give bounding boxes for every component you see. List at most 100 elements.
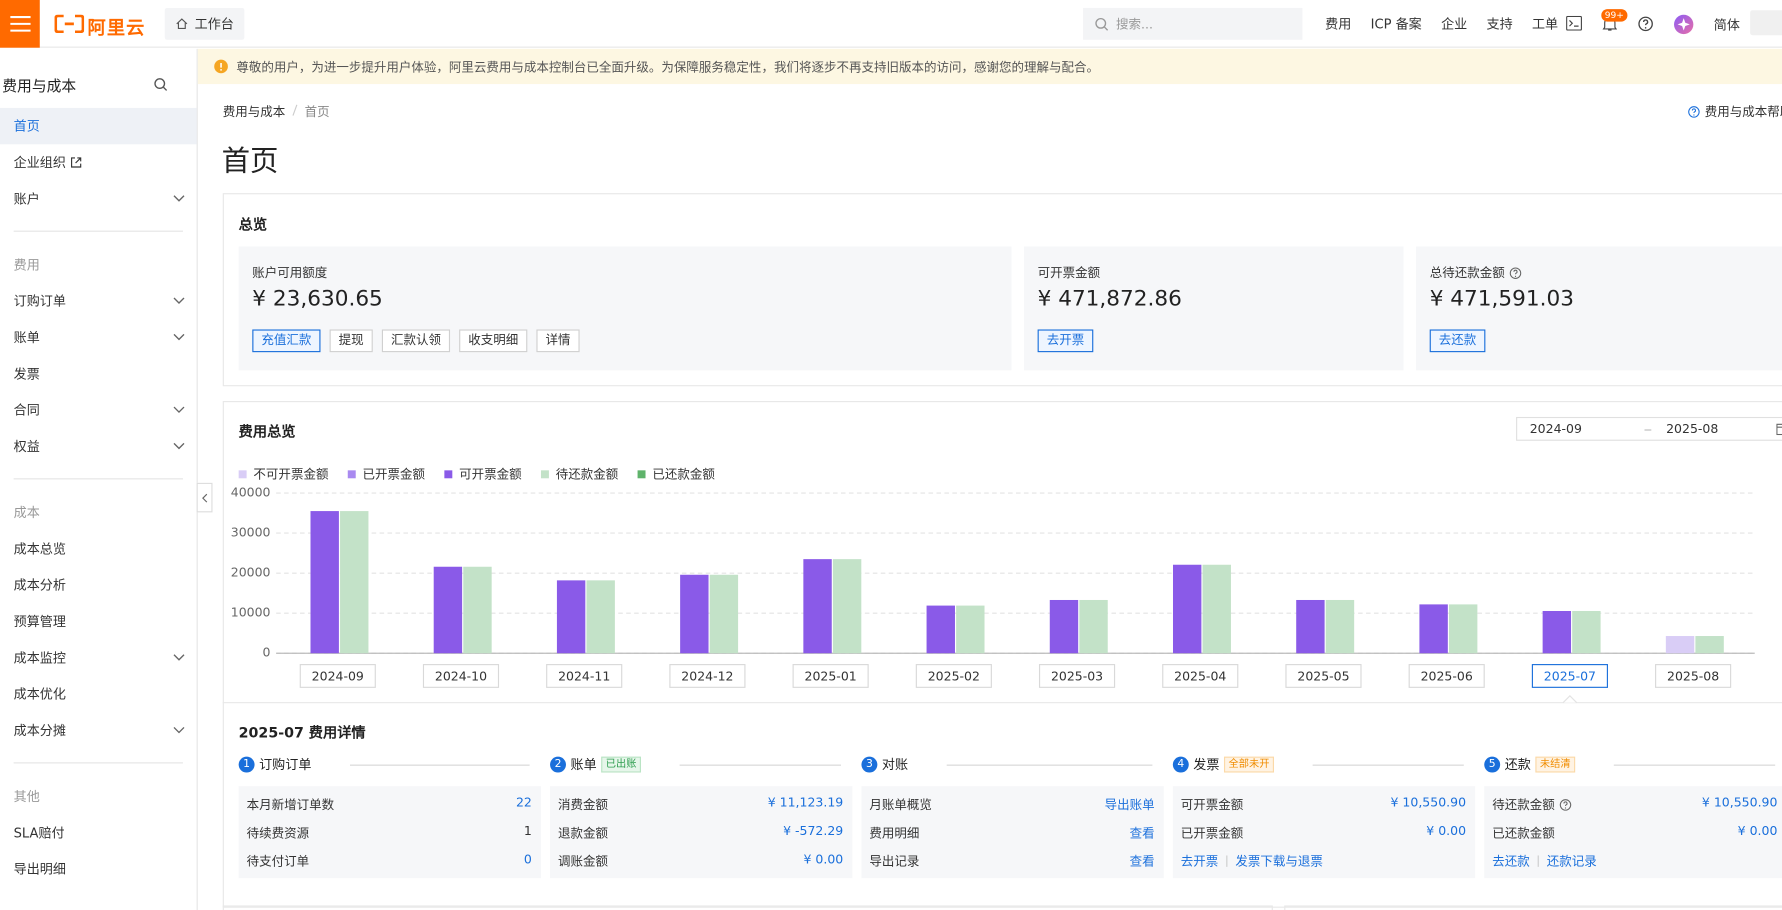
menu-item[interactable]: 账户 bbox=[0, 181, 197, 217]
detail-value[interactable]: 查看 bbox=[1129, 854, 1155, 870]
menu-button[interactable] bbox=[0, 0, 40, 48]
date-range-picker[interactable]: 2024-09 2025-08 bbox=[1516, 416, 1782, 441]
action-button[interactable]: 汇款认领 bbox=[381, 329, 451, 353]
detail-value[interactable]: ¥ 0.00 bbox=[803, 852, 844, 867]
menu-item-label: 成本总览 bbox=[13, 540, 66, 557]
detail-value[interactable]: ¥ 0.00 bbox=[1426, 823, 1467, 839]
avatar[interactable] bbox=[1674, 14, 1694, 35]
nav-link[interactable]: 支持 bbox=[1486, 15, 1513, 32]
button-row: 去开票 bbox=[1037, 329, 1094, 353]
step-number: 2 bbox=[550, 756, 566, 773]
menu-item[interactable]: 成本分摊 bbox=[0, 712, 197, 748]
menu-item[interactable]: 成本分析 bbox=[0, 567, 197, 603]
balance-label: 总待还款金额 bbox=[1430, 264, 1522, 282]
menu-item[interactable]: 首页 bbox=[0, 107, 197, 145]
balance-box: 账户可用额度 ¥ 23,630.65 充值汇款 提现 汇款认领 收支明细 详情 bbox=[238, 246, 1012, 371]
detail-value[interactable]: ¥ 11,123.19 bbox=[767, 795, 844, 811]
menu-item[interactable]: 权益 bbox=[0, 428, 197, 464]
terminal-icon[interactable] bbox=[1566, 15, 1582, 34]
account-box[interactable] bbox=[1750, 10, 1782, 36]
menu-item[interactable]: 发票 bbox=[0, 356, 197, 392]
step-box: 待还款金额 ¥ 10,550.90 已还款金额 ¥ 0.00 去还款 还款记录 bbox=[1484, 786, 1782, 879]
step-box: 可开票金额 ¥ 10,550.90 已开票金额 ¥ 0.00 去开票 发票下载与退票 bbox=[1172, 786, 1476, 879]
action-button[interactable]: 收支明细 bbox=[459, 329, 528, 353]
nav-link[interactable]: 企业 bbox=[1441, 15, 1468, 32]
action-button[interactable]: 去还款 bbox=[1429, 329, 1486, 353]
detail-links: 去还款 还款记录 bbox=[1492, 852, 1597, 870]
menu-item[interactable]: 成本监控 bbox=[0, 640, 197, 676]
menu-item-label: 成本分析 bbox=[13, 577, 66, 594]
sidebar-collapse[interactable] bbox=[196, 482, 213, 513]
breadcrumb-item[interactable]: 费用与成本 bbox=[222, 104, 286, 120]
date-start: 2024-09 bbox=[1529, 421, 1582, 437]
expand-chevron bbox=[173, 294, 186, 306]
chart-title: 费用总览 bbox=[238, 422, 296, 440]
menu-item[interactable]: 成本优化 bbox=[0, 676, 197, 712]
action-button[interactable]: 详情 bbox=[536, 329, 580, 353]
menu-item[interactable]: 企业组织 bbox=[0, 144, 197, 180]
detail-link[interactable]: 去开票 bbox=[1180, 854, 1219, 870]
legend-label: 可开票金额 bbox=[459, 466, 522, 482]
detail-link[interactable]: 还款记录 bbox=[1546, 854, 1597, 870]
detail-value[interactable]: ¥ 10,550.90 bbox=[1701, 795, 1778, 811]
legend-item[interactable]: 已还款金额 bbox=[637, 465, 715, 483]
menu-item-label: 成本分摊 bbox=[13, 722, 66, 739]
button-row: 充值汇款 提现 汇款认领 收支明细 详情 bbox=[252, 329, 580, 353]
help-link[interactable]: 费用与成本帮助 bbox=[1688, 102, 1782, 120]
step-header: 1 订购订单 bbox=[238, 755, 530, 773]
menu-item-label: 企业组织 bbox=[13, 154, 66, 171]
balance-label: 可开票金额 bbox=[1038, 264, 1101, 282]
menu-item[interactable]: 成本总览 bbox=[0, 531, 197, 567]
detail-value[interactable]: ¥ -572.29 bbox=[783, 823, 844, 839]
step-line bbox=[350, 764, 530, 766]
step-title: 订购订单 bbox=[259, 756, 312, 773]
detail-link[interactable]: 去还款 bbox=[1492, 854, 1530, 870]
legend-item[interactable]: 已开票金额 bbox=[347, 465, 425, 483]
menu-item[interactable]: 订购订单 bbox=[0, 283, 197, 319]
balance-label: 账户可用额度 bbox=[252, 264, 327, 282]
detail-label: 本月新增订单数 bbox=[247, 795, 335, 813]
menu-item[interactable]: 导出明细 bbox=[0, 851, 197, 887]
detail-label-text: 可开票金额 bbox=[1180, 797, 1244, 813]
detail-label: 月账单概览 bbox=[869, 795, 932, 813]
balance-amount: ¥ 471,872.86 bbox=[1037, 286, 1182, 312]
detail-value[interactable]: ¥ 10,550.90 bbox=[1390, 795, 1467, 811]
detail-link[interactable]: 发票下载与退票 bbox=[1235, 854, 1323, 870]
action-button[interactable]: 充值汇款 bbox=[252, 329, 321, 353]
legend-item[interactable]: 待还款金额 bbox=[540, 465, 618, 483]
sidebar-search-icon[interactable] bbox=[153, 77, 168, 95]
top-bar bbox=[0, 0, 1782, 48]
detail-label-text: 待续费资源 bbox=[246, 825, 310, 841]
menu-item[interactable]: 预算管理 bbox=[0, 603, 197, 639]
menu-item[interactable]: 合同 bbox=[0, 392, 197, 428]
page-title: 首页 bbox=[221, 144, 279, 178]
workbench-button[interactable]: 工作台 bbox=[164, 7, 245, 40]
detail-value[interactable]: 0 bbox=[523, 852, 532, 867]
step-header: 5 还款 未结清 bbox=[1484, 755, 1776, 773]
legend: 不可开票金额 已开票金额 可开票金额 待还款金额 已还款金额 bbox=[238, 465, 715, 483]
detail-value[interactable]: ¥ 0.00 bbox=[1737, 823, 1778, 839]
date-separator bbox=[1644, 429, 1652, 431]
sidebar-divider bbox=[13, 762, 183, 764]
nav-link[interactable]: 费用 bbox=[1325, 15, 1352, 32]
language-switch[interactable]: 简体 bbox=[1713, 17, 1740, 33]
search-box[interactable]: 搜索... bbox=[1083, 7, 1303, 40]
sidebar-title: 费用与成本 bbox=[2, 78, 77, 96]
nav-link[interactable]: ICP 备案 bbox=[1370, 15, 1422, 32]
action-button[interactable]: 提现 bbox=[329, 329, 373, 353]
status-tag: 已出账 bbox=[601, 756, 641, 773]
detail-value[interactable]: 导出账单 bbox=[1104, 797, 1155, 813]
menu-group-title: 成本 bbox=[13, 504, 40, 521]
detail-value[interactable]: 22 bbox=[515, 795, 532, 811]
nav-link[interactable]: 工单 bbox=[1531, 15, 1559, 32]
legend-item[interactable]: 可开票金额 bbox=[444, 465, 522, 483]
detail-value[interactable]: 查看 bbox=[1129, 825, 1155, 841]
expand-chevron bbox=[173, 331, 186, 343]
legend-swatch bbox=[540, 469, 549, 478]
help-icon[interactable] bbox=[1638, 16, 1654, 35]
menu-item[interactable]: SLA赔付 bbox=[0, 815, 197, 851]
legend-item[interactable]: 不可开票金额 bbox=[238, 465, 328, 483]
action-button[interactable]: 去开票 bbox=[1037, 329, 1094, 353]
menu-item[interactable]: 账单 bbox=[0, 319, 197, 355]
legend-swatch bbox=[637, 469, 646, 478]
